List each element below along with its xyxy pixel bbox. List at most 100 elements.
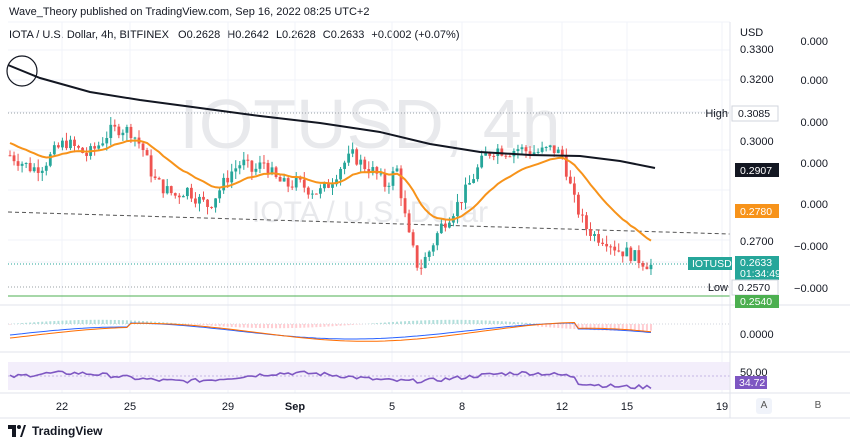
low-label: Low — [708, 282, 728, 294]
auto-scale-button[interactable]: A — [756, 398, 772, 414]
candle — [556, 146, 560, 154]
candle — [153, 169, 157, 180]
candle — [593, 231, 596, 242]
candle — [407, 209, 411, 233]
price-tick-right: 0.000 — [800, 158, 828, 170]
candle — [367, 161, 371, 179]
macd-bar — [85, 319, 88, 324]
candle — [137, 130, 141, 149]
candle — [343, 160, 346, 175]
ema-fast-tag — [735, 204, 779, 218]
macd-bar — [649, 324, 652, 331]
log-scale-button[interactable]: B — [814, 400, 822, 411]
macd-bar — [41, 321, 44, 324]
macd-bar — [565, 324, 568, 329]
macd-bar — [81, 319, 84, 324]
circle-annotation[interactable] — [6, 55, 38, 87]
macd-bar — [218, 324, 221, 327]
candle — [218, 187, 222, 203]
macd-bar — [516, 322, 519, 324]
ema-fast-value: 0.2780 — [740, 206, 772, 218]
candle — [109, 117, 113, 146]
candle — [206, 199, 209, 215]
macd-bar — [460, 319, 463, 324]
macd-bar — [512, 322, 515, 324]
macd-bar — [57, 320, 60, 324]
macd-bar — [291, 324, 294, 329]
macd-bar — [9, 324, 11, 325]
macd-bar — [520, 322, 523, 324]
candle — [198, 194, 201, 212]
macd-bar — [299, 324, 302, 328]
candle — [472, 173, 475, 184]
macd-bar — [593, 324, 596, 331]
current-symbol: IOTUSD — [692, 258, 732, 270]
candle — [306, 186, 310, 199]
macd-bar — [138, 320, 140, 324]
candle — [97, 141, 101, 151]
macd-bar — [154, 321, 157, 324]
time-label: 29 — [222, 401, 234, 413]
ohlc-open: O0.2628 — [178, 29, 221, 41]
candle — [117, 123, 121, 139]
candle — [371, 161, 375, 176]
macd-bar — [73, 320, 76, 324]
candle — [609, 244, 613, 255]
macd-bar — [452, 319, 455, 324]
macd-bar — [174, 323, 177, 324]
macd-bar — [641, 324, 644, 331]
macd-bar — [557, 324, 560, 328]
candle — [564, 148, 568, 181]
macd-bar — [549, 324, 552, 328]
ema-slow-line — [7, 64, 656, 169]
macd-bar — [254, 324, 257, 328]
macd-bar — [194, 324, 197, 325]
macd-bar — [476, 320, 479, 324]
macd-bar — [97, 319, 100, 324]
high-value-box — [731, 105, 779, 122]
footer-brand-text: TradingView — [32, 424, 103, 438]
macd-bar — [621, 324, 624, 331]
macd-bar — [432, 320, 435, 324]
time-axis[interactable]: 22 25 29 Sep 5 8 12 15 19 — [56, 401, 728, 413]
macd-bar — [601, 324, 604, 331]
candle — [242, 151, 246, 170]
candle — [181, 194, 185, 198]
footer-brand[interactable]: TradingView — [8, 424, 102, 438]
candle — [431, 243, 435, 257]
macd-bar — [315, 324, 318, 328]
macd-bar — [597, 324, 600, 331]
macd-bar — [480, 320, 483, 324]
price-tick-right: 0.000 — [800, 199, 828, 211]
candle — [44, 162, 48, 176]
candle — [597, 230, 600, 246]
macd-bar — [577, 324, 580, 330]
macd-bar — [53, 321, 56, 324]
macd-bar — [629, 324, 632, 331]
symbol-name: IOTA / U.S. Dollar, 4h, BITFINEX — [9, 29, 169, 41]
price-tick: 0.3200 — [740, 74, 774, 86]
candle — [443, 219, 447, 232]
macd-bar — [319, 324, 322, 327]
macd-bar — [295, 324, 298, 328]
macd-bar — [456, 319, 459, 324]
candle — [125, 124, 129, 141]
candle — [210, 206, 213, 210]
price-tick: 0.3300 — [740, 44, 774, 56]
price-axis-ticks[interactable]: 0.3300 0.3200 0.3000 0.2700 — [740, 44, 774, 248]
candle — [194, 192, 197, 208]
candle — [403, 190, 407, 218]
candle — [262, 155, 266, 170]
candle — [32, 163, 36, 173]
macd-bar — [396, 321, 398, 324]
candle — [395, 165, 399, 173]
symbol-legend[interactable]: IOTA / U.S. Dollar, 4h, BITFINEX O0.2628… — [9, 29, 460, 41]
macd-bar — [400, 321, 403, 324]
candle — [214, 198, 217, 213]
macd-bar — [234, 324, 237, 328]
macd-bar — [391, 321, 394, 324]
macd-bar — [379, 322, 382, 324]
candle — [625, 242, 629, 257]
macd-bar — [335, 324, 338, 327]
